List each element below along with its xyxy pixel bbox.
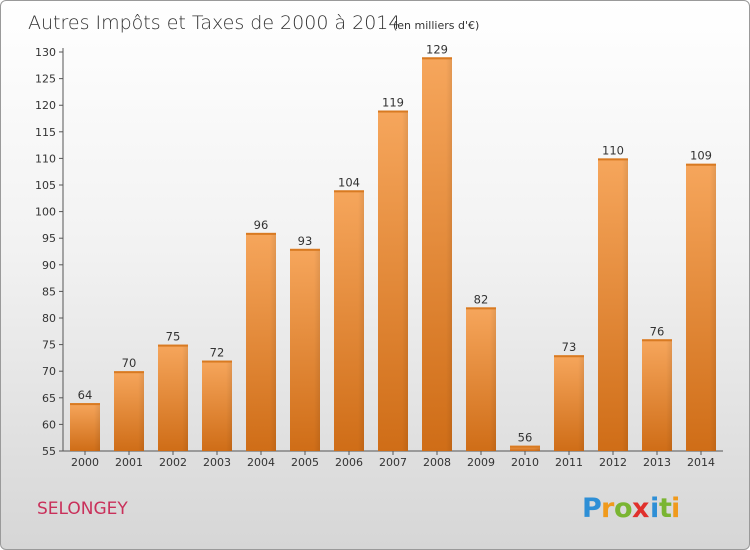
- y-tick-label: 70: [42, 365, 56, 378]
- bar-value-label: 110: [602, 143, 624, 157]
- bar-value-label: 76: [650, 324, 665, 338]
- svg-text:i: i: [671, 493, 680, 524]
- bar-shade: [642, 339, 672, 451]
- bar-top-edge: [378, 110, 408, 113]
- y-tick-label: 110: [35, 152, 56, 165]
- svg-text:o: o: [614, 493, 633, 524]
- y-tick-label: 125: [35, 73, 56, 86]
- bar-value-label: 56: [518, 431, 533, 445]
- bar-shade: [334, 190, 364, 451]
- bar-shade: [466, 307, 496, 451]
- y-tick-label: 65: [42, 392, 56, 405]
- y-tick-label: 80: [42, 312, 56, 325]
- bar-shade: [202, 360, 232, 451]
- proxiti-logo: P r o x i t i: [582, 493, 680, 524]
- bars: 64 70 75 72 96 93 104 119 129 82 56 73 110 76 109: [70, 42, 716, 452]
- y-tick-label: 130: [35, 46, 56, 59]
- bar-top-edge: [510, 445, 540, 448]
- bar-top-edge: [290, 248, 320, 251]
- svg-text:r: r: [601, 493, 615, 524]
- chart-subtitle: (en milliers d'€): [393, 19, 479, 32]
- axes: 55 60 65 70 75 80 85 90 95 100 105 110 115 120 125 130 2…: [35, 46, 723, 469]
- x-tick-label: 2009: [467, 456, 495, 469]
- y-tick-label: 120: [35, 99, 56, 112]
- svg-text:t: t: [659, 493, 672, 524]
- bar-value-label: 72: [210, 346, 225, 360]
- x-tick-label: 2003: [203, 456, 231, 469]
- svg-text:i: i: [650, 493, 659, 524]
- y-tick-label: 85: [42, 285, 56, 298]
- x-tick-label: 2010: [511, 456, 539, 469]
- bar-shade: [598, 158, 628, 451]
- bar-value-label: 129: [426, 42, 448, 56]
- bar-shade: [554, 355, 584, 451]
- y-tick-label: 75: [42, 339, 56, 352]
- bar-value-label: 104: [338, 175, 360, 189]
- bar-value-label: 75: [166, 330, 181, 344]
- bar-value-label: 109: [690, 149, 712, 163]
- bar-top-edge: [334, 190, 364, 193]
- bar-top-edge: [114, 371, 144, 374]
- bar-shade: [70, 403, 100, 451]
- x-tick-label: 2012: [599, 456, 627, 469]
- y-tick-label: 90: [42, 259, 56, 272]
- bar-shade: [510, 445, 540, 451]
- x-tick-label: 2013: [643, 456, 671, 469]
- bar-shade: [158, 344, 188, 451]
- x-tick-label: 2014: [687, 456, 715, 469]
- x-tick-label: 2007: [379, 456, 407, 469]
- chart-title: Autres Impôts et Taxes de 2000 à 2014: [28, 12, 401, 34]
- bar-top-edge: [246, 232, 276, 235]
- x-tick-label: 2005: [291, 456, 319, 469]
- bar-value-label: 93: [298, 234, 313, 248]
- bar-value-label: 119: [382, 96, 404, 110]
- bar-top-edge: [598, 158, 628, 161]
- commune-name: SELONGEY: [37, 499, 128, 519]
- bar-value-label: 70: [122, 356, 137, 370]
- y-tick-label: 115: [35, 126, 56, 139]
- bar-top-edge: [466, 307, 496, 310]
- bar-top-edge: [554, 355, 584, 358]
- x-tick-label: 2002: [159, 456, 187, 469]
- bar-top-edge: [642, 339, 672, 342]
- x-tick-label: 2008: [423, 456, 451, 469]
- x-tick-label: 2000: [71, 456, 99, 469]
- y-tick-label: 95: [42, 232, 56, 245]
- bar-value-label: 82: [474, 292, 489, 306]
- bar-shade: [246, 232, 276, 451]
- bar-shade: [378, 110, 408, 452]
- bar-shade: [422, 57, 452, 451]
- bar-top-edge: [202, 360, 232, 363]
- y-tick-label: 60: [42, 418, 56, 431]
- bar-top-edge: [422, 57, 452, 60]
- bar-shade: [290, 248, 320, 451]
- y-tick-label: 100: [35, 206, 56, 219]
- y-tick-label: 105: [35, 179, 56, 192]
- y-tick-label: 55: [42, 445, 56, 458]
- x-tick-label: 2011: [555, 456, 583, 469]
- bar-value-label: 73: [562, 340, 577, 354]
- bar-value-label: 64: [78, 388, 93, 402]
- svg-text:x: x: [632, 493, 649, 524]
- x-tick-label: 2006: [335, 456, 363, 469]
- x-tick-label: 2004: [247, 456, 275, 469]
- bar-shade: [686, 163, 716, 451]
- svg-text:P: P: [582, 493, 602, 524]
- bar-top-edge: [686, 163, 716, 166]
- bar-top-edge: [158, 344, 188, 347]
- bar-value-label: 96: [254, 218, 269, 232]
- bar-top-edge: [70, 403, 100, 406]
- x-tick-label: 2001: [115, 456, 143, 469]
- bar-shade: [114, 371, 144, 451]
